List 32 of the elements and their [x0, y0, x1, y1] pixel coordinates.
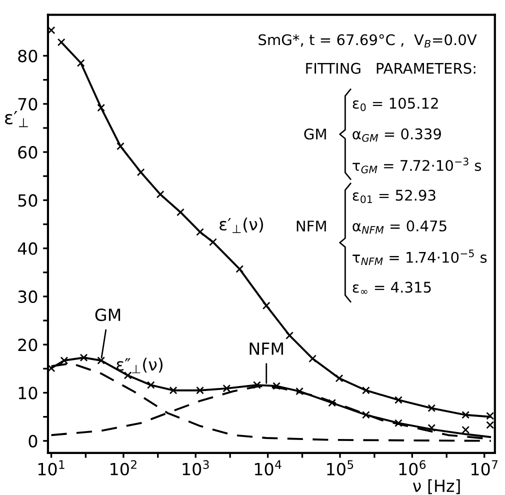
- x-tick-label: 10$^{1}$: [38, 460, 64, 476]
- annotation: ε$_{0}$ = 105.12: [352, 98, 438, 112]
- y-tick-label: 60: [18, 146, 38, 159]
- y-tick-label: 70: [18, 98, 38, 110]
- annotation: FITTING PARAMETERS:: [306, 62, 476, 74]
- y-tick-label: 0: [28, 434, 38, 448]
- annotation: NFM: [296, 220, 326, 232]
- annotation: ε$_{01}$ = 52.93: [352, 190, 436, 204]
- x-tick-label: 10$^{3}$: [182, 460, 209, 476]
- annotation: GM: [95, 308, 120, 322]
- y-tick-label: 30: [18, 290, 38, 304]
- y-tick-label: 50: [18, 194, 38, 207]
- annotation: NFM: [250, 342, 283, 355]
- annotation: τ$_{NFM}$ = 1.74·10$^{−5}$ s: [352, 250, 487, 266]
- x-tick-label: 10$^{4}$: [254, 460, 282, 476]
- x-tick-label: 10$^{2}$: [110, 460, 136, 476]
- y-tick-label: 40: [18, 242, 38, 255]
- x-tick-label: 10$^{6}$: [399, 460, 426, 476]
- y-tick-label: 20: [18, 338, 38, 352]
- annotation: α$_{GM}$ = 0.339: [352, 128, 441, 142]
- annotation: τ$_{GM}$ = 7.72·10$^{−3}$ s: [352, 158, 482, 174]
- x-tick-label: 10$^{7}$: [472, 460, 498, 476]
- annotation: SmG*, t = 67.69°C , V$_{B}$=0.0V: [258, 34, 477, 48]
- annotation: α$_{NFM}$ = 0.475: [352, 220, 446, 234]
- y-tick-label: 80: [18, 50, 38, 62]
- annotation: ε$_{∞}$ = 4.315: [352, 282, 431, 294]
- annotation: GM: [304, 128, 326, 140]
- y-tick-label: 10: [18, 386, 38, 400]
- x-axis-title: ν [Hz]: [412, 479, 460, 494]
- annotation: ε′$_{⊥}$(ν): [220, 218, 264, 233]
- y-axis-title: ε′$_{⊥}$: [5, 110, 28, 128]
- x-tick-label: 10$^{5}$: [327, 460, 354, 476]
